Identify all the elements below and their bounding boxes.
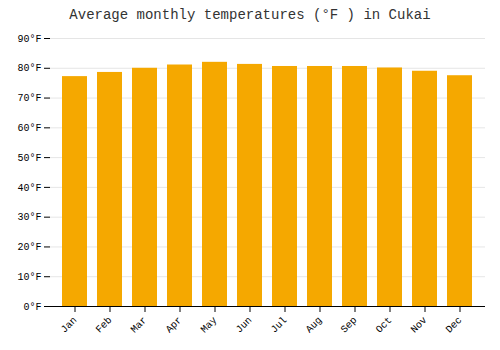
svg-text:10°F: 10°F <box>17 272 41 283</box>
svg-text:30°F: 30°F <box>17 212 41 223</box>
svg-text:Feb: Feb <box>94 315 115 336</box>
svg-text:90°F: 90°F <box>17 34 41 45</box>
svg-text:80°F: 80°F <box>17 63 41 74</box>
svg-text:Jun: Jun <box>234 315 255 336</box>
svg-text:Mar: Mar <box>129 315 150 336</box>
svg-text:60°F: 60°F <box>17 123 41 134</box>
svg-text:Nov: Nov <box>409 315 430 336</box>
svg-text:Sep: Sep <box>339 315 360 336</box>
svg-text:Oct: Oct <box>374 315 395 336</box>
svg-text:20°F: 20°F <box>17 242 41 253</box>
svg-text:0°F: 0°F <box>23 302 41 313</box>
svg-text:70°F: 70°F <box>17 93 41 104</box>
svg-text:Aug: Aug <box>304 315 325 336</box>
svg-text:Dec: Dec <box>444 315 465 336</box>
svg-text:Jul: Jul <box>269 315 290 336</box>
svg-text:Apr: Apr <box>164 315 185 336</box>
svg-text:Jan: Jan <box>59 315 80 336</box>
html-text:Average monthly temperatures (: Average monthly temperatures (°F ) in Cu… <box>69 7 431 23</box>
svg-text:40°F: 40°F <box>17 183 41 194</box>
svg-text:May: May <box>199 315 220 336</box>
svg-text:50°F: 50°F <box>17 153 41 164</box>
